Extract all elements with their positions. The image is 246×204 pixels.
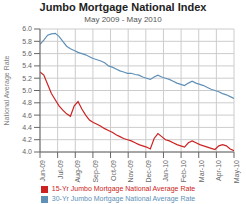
svg-text:4.6: 4.6 [22,112,32,119]
svg-text:4.0: 4.0 [22,148,32,155]
svg-text:Jan-10: Jan-10 [162,160,169,182]
svg-text:4.2: 4.2 [22,136,32,143]
svg-text:5.2: 5.2 [22,75,32,82]
svg-text:Sep-09: Sep-09 [92,160,100,183]
svg-text:5.6: 5.6 [22,50,32,57]
svg-text:Nov-09: Nov-09 [127,160,134,183]
svg-text:Apr-10: Apr-10 [215,160,223,181]
svg-text:5.0: 5.0 [22,87,32,94]
svg-text:5.4: 5.4 [22,62,32,69]
svg-text:National Average Rate: National Average Rate [8,55,11,125]
svg-text:Feb-10: Feb-10 [180,160,187,182]
svg-text:Aug-09: Aug-09 [74,160,82,183]
html-text:15-Yr Jumbo Mortgage National: 15-Yr Jumbo Mortgage National Average Ra… [51,185,196,192]
svg-text:4.4: 4.4 [22,124,32,131]
svg-text:5.8: 5.8 [22,38,32,45]
html-text:May 2009 - May 2010: May 2009 - May 2010 [84,15,162,24]
svg-text:6.0: 6.0 [22,25,32,32]
svg-text:Jul-09: Jul-09 [57,160,64,179]
svg-text:May-10: May-10 [233,160,238,183]
html-text:30-Yr Jumbo Mortgage National: 30-Yr Jumbo Mortgage National Average Ra… [51,195,196,202]
svg-text:Jun-09: Jun-09 [39,160,46,182]
svg-text:4.8: 4.8 [22,99,32,106]
html-text:Jumbo Mortgage National Index: Jumbo Mortgage National Index [39,1,207,13]
svg-text:Dec-09: Dec-09 [145,160,152,183]
svg-text:Mar-10: Mar-10 [198,160,205,182]
svg-text:Oct-09: Oct-09 [110,160,117,181]
